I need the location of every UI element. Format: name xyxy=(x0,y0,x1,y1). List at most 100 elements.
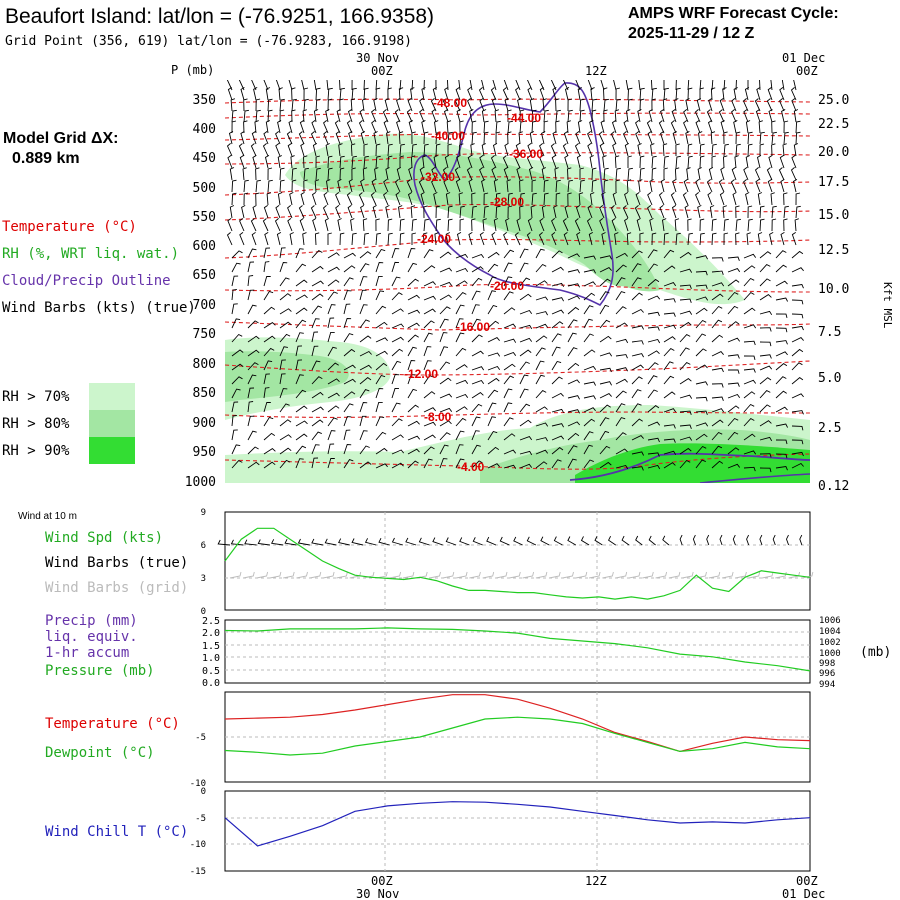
wind-barb xyxy=(535,461,548,469)
wind-barb xyxy=(311,331,319,343)
wind-barb xyxy=(564,155,569,169)
wind-barb xyxy=(435,80,437,91)
wind-barb xyxy=(791,439,804,445)
wind-barb xyxy=(615,378,628,385)
pressure-unit: (mb) xyxy=(860,645,891,660)
wind-barb xyxy=(313,80,317,91)
wind-barb xyxy=(727,337,741,343)
wind-barb xyxy=(526,232,533,246)
wind-barb xyxy=(743,450,757,455)
wind-barb xyxy=(408,120,413,134)
wind-barb xyxy=(343,290,352,301)
wind-barb xyxy=(611,120,617,134)
wind-barb xyxy=(586,218,593,232)
wind-barb xyxy=(327,266,340,273)
wind-barb xyxy=(610,205,617,219)
surface-wind-barb-grid xyxy=(522,571,535,579)
wind-barb xyxy=(339,167,345,181)
wind-barb xyxy=(793,109,799,123)
wind-barb xyxy=(471,290,481,301)
wind-barb xyxy=(504,98,509,112)
surface-wind-barb-grid xyxy=(243,571,255,579)
wind-barb xyxy=(487,276,497,287)
wind-barb xyxy=(274,218,281,232)
wind-barb xyxy=(487,352,501,357)
rh70-label: RH > 70% xyxy=(2,389,70,405)
wind-barb xyxy=(697,204,702,219)
wind-barb xyxy=(487,446,500,455)
wind-barb xyxy=(743,391,756,399)
wind-barb xyxy=(231,363,244,371)
wind-barb xyxy=(727,431,739,441)
wind-barb xyxy=(242,167,247,181)
wind-barb xyxy=(683,109,689,123)
wind-barb xyxy=(638,179,643,193)
wind-barb xyxy=(391,402,401,413)
wind-barb xyxy=(663,462,676,469)
wind-barb xyxy=(287,143,293,157)
wind-barb xyxy=(711,351,724,357)
surface-wind-barb xyxy=(217,539,231,546)
wind-barb xyxy=(780,232,785,246)
pressure-tick-1000: 1000 xyxy=(185,475,216,490)
wind-barb xyxy=(231,303,238,315)
surface-wind-barb xyxy=(271,539,284,546)
wind-barb xyxy=(487,377,500,385)
wind-barb xyxy=(660,131,665,145)
wind-barb xyxy=(783,192,788,206)
wind-barb xyxy=(263,335,276,343)
wind-barb xyxy=(647,311,660,317)
wind-barb xyxy=(679,410,692,415)
temp-label-minus16: -16.00 xyxy=(456,320,490,334)
wind-barb xyxy=(695,270,708,276)
wind-barb xyxy=(647,362,659,371)
surface-wind-barb xyxy=(284,538,297,546)
wind-barb xyxy=(423,360,432,371)
wind-barb xyxy=(515,87,521,101)
wind-barb xyxy=(567,319,578,329)
wind-barb xyxy=(241,205,246,219)
wind-barb xyxy=(359,364,372,371)
wind-barb xyxy=(615,167,621,181)
windchill-yticks: 0 -5 -10 -15 xyxy=(190,787,206,877)
wind-barb xyxy=(311,192,317,206)
pressure-tick-800: 800 xyxy=(193,357,216,372)
wind-barb xyxy=(231,192,237,206)
wind-barb xyxy=(727,321,740,329)
wind-barb xyxy=(759,436,773,442)
wind-barb xyxy=(567,253,580,259)
wind-barb xyxy=(311,318,320,329)
wind-barb xyxy=(791,267,804,273)
wind-barb xyxy=(406,109,413,123)
wind-barb xyxy=(567,432,580,441)
wind-barb xyxy=(551,333,562,343)
wind-barb xyxy=(587,143,593,157)
surface-wind-barb xyxy=(244,539,257,546)
wind-barb xyxy=(298,205,305,219)
wind-barb xyxy=(277,192,283,206)
wind-barb xyxy=(503,464,517,469)
wind-barb xyxy=(419,167,425,181)
surface-wind-barb-grid xyxy=(668,571,681,579)
pressure-tick-850: 850 xyxy=(193,386,216,401)
wind-barb xyxy=(487,463,500,469)
wind-barb xyxy=(695,284,708,289)
wind-barb xyxy=(791,393,804,399)
wind-barb xyxy=(631,263,642,273)
wind-barb xyxy=(663,80,665,90)
temp-label-minus28: -28.00 xyxy=(490,195,524,209)
surface-wind-barb-grid xyxy=(801,571,814,579)
wind-barb xyxy=(675,155,681,169)
wind-barb xyxy=(631,364,644,371)
wind-barb xyxy=(495,192,501,206)
wind-barb xyxy=(445,192,451,206)
wind-barb xyxy=(679,251,692,259)
wind-barb xyxy=(396,120,401,134)
wind-barb xyxy=(550,143,557,157)
wind-barb xyxy=(711,218,717,232)
wind-barb xyxy=(759,404,771,413)
wind-barb xyxy=(551,321,564,329)
surface-wind-barb xyxy=(418,537,430,546)
wind-barb xyxy=(323,120,329,134)
wind-barb xyxy=(743,307,756,315)
